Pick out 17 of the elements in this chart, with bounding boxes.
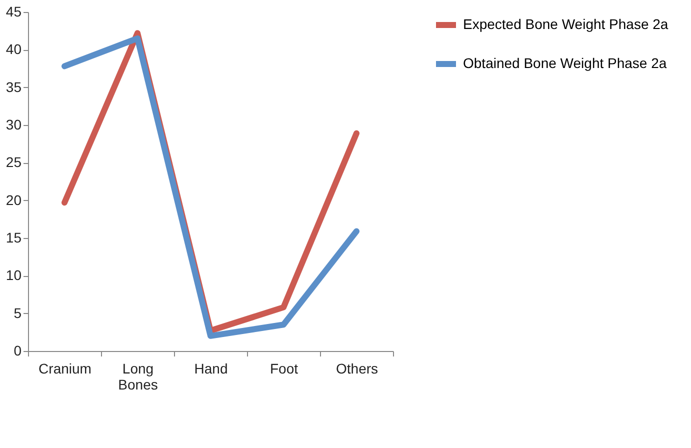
y-tick-label: 10 (6, 267, 22, 284)
y-tick-label: 25 (6, 154, 22, 170)
legend-label: Obtained Bone Weight Phase 2a (463, 55, 667, 71)
y-tick-label: 45 (6, 4, 22, 20)
y-tick-label: 30 (6, 116, 22, 132)
x-tick-label: Foot (270, 360, 298, 376)
y-tick-label: 0 (14, 342, 22, 358)
y-tick-label: 15 (6, 230, 22, 246)
x-tick-label: Long Bones (118, 360, 158, 392)
y-tick-label: 40 (6, 41, 22, 58)
y-tick-label: 20 (6, 192, 22, 208)
x-tick-label: Hand (194, 360, 228, 376)
legend-label: Expected Bone Weight Phase 2a (463, 16, 668, 32)
x-tick-label: Others (336, 360, 378, 376)
x-tick-label: Cranium (38, 360, 92, 376)
y-tick-label: 5 (14, 304, 22, 321)
y-tick-label: 35 (6, 78, 22, 95)
